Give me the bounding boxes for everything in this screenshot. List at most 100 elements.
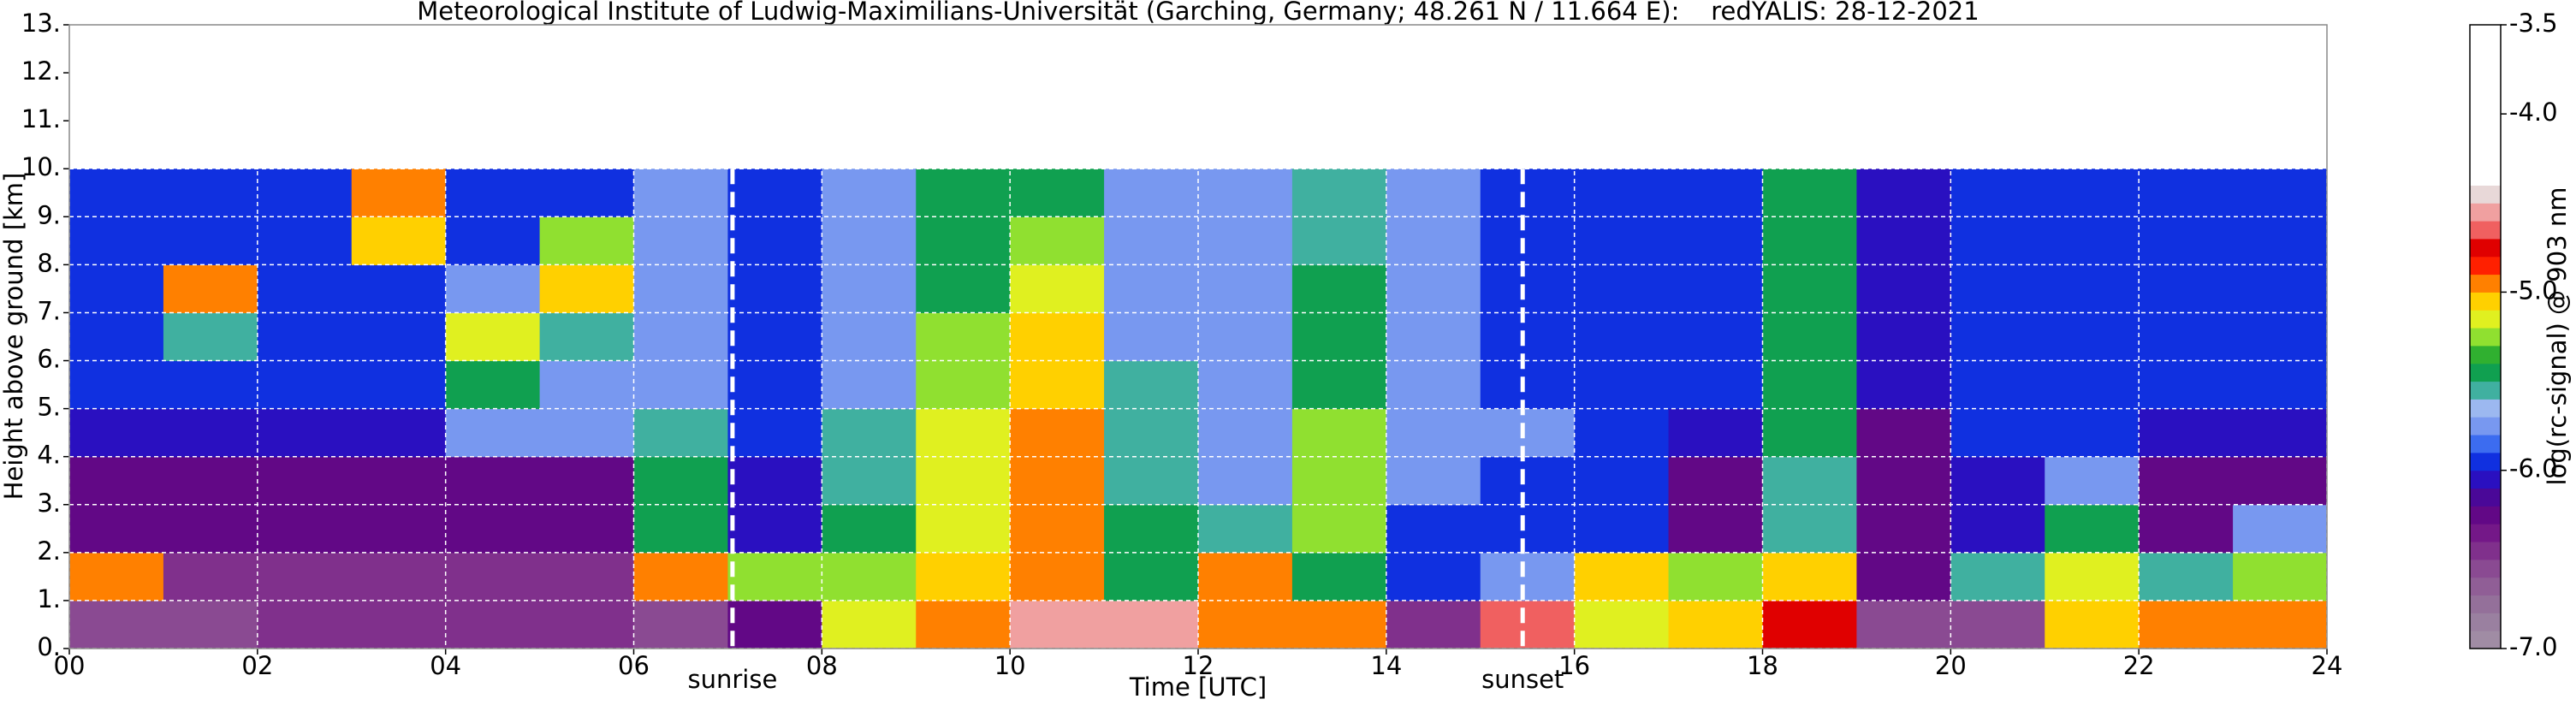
heatmap-cell — [539, 312, 634, 362]
heatmap-cell — [1386, 408, 1481, 458]
heatmap-cell — [1762, 600, 1857, 649]
heatmap-cell — [1386, 312, 1481, 362]
heatmap-cell — [351, 169, 447, 217]
heatmap-cell — [916, 552, 1011, 601]
colorbar-segment — [2470, 149, 2501, 169]
chart-title: Meteorological Institute of Ludwig-Maxim… — [417, 0, 1979, 26]
heatmap-cell — [727, 264, 822, 313]
heatmap-cell — [69, 456, 164, 506]
heatmap-cell — [257, 216, 353, 265]
y-tick-label: 7. — [37, 296, 61, 325]
heatmap-cell — [163, 552, 258, 601]
heatmap-cell — [351, 216, 447, 265]
heatmap-cell — [2139, 360, 2234, 410]
heatmap-cell — [1386, 600, 1481, 649]
x-tick-label: 24 — [2312, 651, 2343, 680]
colorbar-segment — [2470, 524, 2501, 542]
colorbar-segment — [2470, 78, 2501, 97]
heatmap-cell — [69, 264, 164, 313]
heatmap-cell — [1010, 312, 1105, 362]
heatmap-cell — [1291, 169, 1387, 217]
heatmap-cell — [163, 600, 258, 649]
y-tick-label: 12. — [21, 56, 61, 86]
heatmap-cell — [1291, 552, 1387, 601]
heatmap-cell — [351, 408, 447, 458]
heatmap-cell — [1198, 552, 1293, 601]
colorbar-segment — [2470, 381, 2501, 400]
colorbar-segment — [2470, 488, 2501, 507]
colorbar-segment — [2470, 559, 2501, 578]
heatmap-cell — [1480, 169, 1576, 217]
heatmap-cell — [1104, 264, 1199, 313]
heatmap-cell — [1856, 360, 1951, 410]
heatmap-cell — [1386, 264, 1481, 313]
heatmap-cell — [1480, 504, 1576, 554]
colorbar-segment — [2470, 221, 2501, 240]
heatmap-cell — [2045, 264, 2140, 313]
heatmap-cell — [1950, 408, 2045, 458]
heatmap-cell — [445, 408, 541, 458]
heatmap-cell — [1950, 264, 2045, 313]
heatmap-cell — [1950, 456, 2045, 506]
heatmap-cell — [1762, 552, 1857, 601]
y-tick-label: 9. — [37, 200, 61, 229]
heatmap-cell — [1010, 360, 1105, 410]
colorbar-segment — [2470, 96, 2501, 115]
y-tick-label: 1. — [37, 584, 61, 613]
heatmap-cell — [1668, 312, 1763, 362]
heatmap-cell — [445, 504, 541, 554]
heatmap-cell — [539, 504, 634, 554]
x-axis-label: Time [UTC] — [1129, 672, 1267, 702]
heatmap-cell — [1950, 504, 2045, 554]
heatmap-cell — [1480, 456, 1576, 506]
heatmap-cell — [916, 169, 1011, 217]
heatmap-cell — [1668, 456, 1763, 506]
heatmap-cell — [2233, 552, 2328, 601]
heatmap-cell — [351, 600, 447, 649]
heatmap-cell — [1010, 264, 1105, 313]
heatmap-cell — [727, 600, 822, 649]
heatmap-cell — [1950, 600, 2045, 649]
heatmap-cell — [69, 408, 164, 458]
heatmap-cell — [1010, 504, 1105, 554]
colorbar-segment — [2470, 542, 2501, 560]
heatmap-cell — [2045, 216, 2140, 265]
heatmap-cell — [163, 456, 258, 506]
heatmap-cell — [1291, 408, 1387, 458]
heatmap-cell — [822, 360, 917, 410]
heatmap-cell — [633, 504, 728, 554]
heatmap-cell — [822, 264, 917, 313]
heatmap-cell — [1762, 456, 1857, 506]
heatmap-cell — [1291, 264, 1387, 313]
colorbar-segment — [2470, 131, 2501, 151]
heatmap-cell — [1856, 600, 1951, 649]
heatmap-cell — [916, 408, 1011, 458]
colorbar-segment — [2470, 631, 2501, 649]
heatmap-cell — [1856, 456, 1951, 506]
heatmap-cell — [1010, 456, 1105, 506]
heatmap-cell — [539, 264, 634, 313]
x-tick-label: 06 — [618, 651, 650, 680]
x-tick-label: 02 — [241, 651, 273, 680]
heatmap-cell — [1668, 169, 1763, 217]
heatmap-cell — [69, 169, 164, 217]
colorbar-label: log(rc-signal) @ 903 nm — [2543, 187, 2572, 486]
heatmap-cell — [1574, 600, 1670, 649]
heatmap-cell — [633, 312, 728, 362]
heatmap-cell — [2139, 600, 2234, 649]
heatmap-cell — [916, 504, 1011, 554]
heatmap-cell — [2233, 504, 2328, 554]
colorbar-segment — [2470, 399, 2501, 418]
heatmap-cell — [163, 312, 258, 362]
heatmap-cell — [163, 360, 258, 410]
heatmap-cell — [2045, 504, 2140, 554]
heatmap-cell — [1386, 456, 1481, 506]
heatmap-cell — [1574, 408, 1670, 458]
heatmap-cell — [1574, 360, 1670, 410]
heatmap-cell — [1198, 312, 1293, 362]
heatmap-cell — [1480, 552, 1576, 601]
heatmap-cell — [257, 504, 353, 554]
heatmap-cell — [69, 360, 164, 410]
colorbar-segment — [2470, 506, 2501, 524]
